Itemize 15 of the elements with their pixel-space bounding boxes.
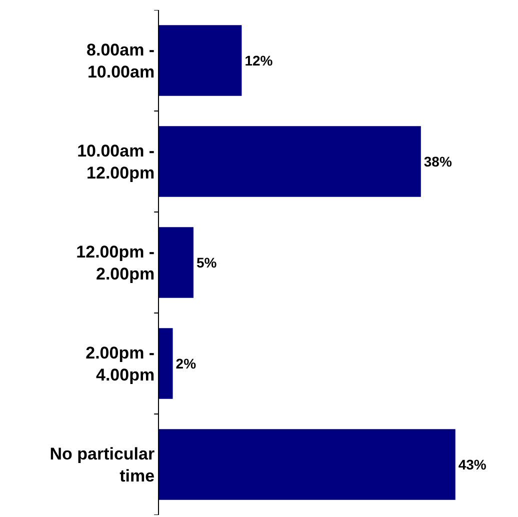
bar (159, 429, 456, 500)
data-label: 2% (176, 356, 197, 372)
bar (159, 25, 242, 96)
y-tick-label: 8.00am - 10.00am (86, 40, 155, 82)
data-label: 38% (424, 154, 452, 170)
y-tick-label: 12.00pm - 2.00pm (76, 242, 155, 284)
y-tick-label: 2.00pm - 4.00pm (86, 343, 155, 384)
y-tick-label: No particular time (50, 444, 155, 486)
data-label: 5% (196, 254, 218, 270)
bar (159, 126, 421, 197)
data-label: 43% (458, 456, 487, 472)
data-label: 12% (244, 52, 274, 68)
bar (159, 227, 194, 298)
bar (159, 328, 173, 399)
y-tick-label: 10.00am - 12.00pm (77, 141, 155, 182)
